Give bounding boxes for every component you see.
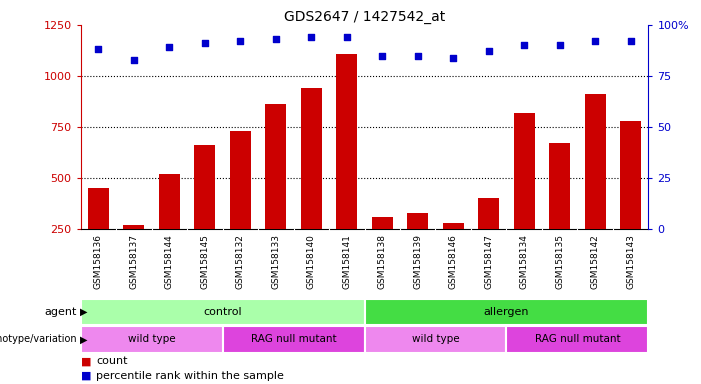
Text: control: control — [203, 307, 242, 317]
Bar — [81, 326, 223, 353]
Text: GSM158137: GSM158137 — [130, 234, 138, 290]
Bar — [123, 225, 144, 229]
Point — [93, 46, 104, 53]
Point — [412, 53, 423, 59]
Point — [625, 38, 637, 44]
Text: GSM158146: GSM158146 — [449, 234, 458, 289]
Text: GSM158136: GSM158136 — [94, 234, 103, 290]
Text: RAG null mutant: RAG null mutant — [251, 334, 336, 344]
Bar — [88, 188, 109, 229]
Text: GSM158145: GSM158145 — [200, 234, 210, 289]
Point — [235, 38, 246, 44]
Title: GDS2647 / 1427542_at: GDS2647 / 1427542_at — [284, 10, 445, 24]
Text: GSM158132: GSM158132 — [236, 234, 245, 289]
Text: wild type: wild type — [411, 334, 459, 344]
Bar — [336, 53, 358, 229]
Point — [128, 56, 139, 63]
Bar — [407, 213, 428, 229]
Bar — [442, 223, 464, 229]
Text: GSM158138: GSM158138 — [378, 234, 387, 290]
Bar — [265, 104, 287, 229]
Bar — [372, 217, 393, 229]
Bar — [194, 145, 215, 229]
Point — [519, 42, 530, 48]
Text: GSM158147: GSM158147 — [484, 234, 494, 289]
Bar — [230, 131, 251, 229]
Bar — [506, 326, 648, 353]
Bar — [514, 113, 535, 229]
Text: ▶: ▶ — [80, 307, 88, 317]
Text: GSM158143: GSM158143 — [626, 234, 635, 289]
Text: GSM158142: GSM158142 — [591, 234, 599, 289]
Point — [448, 55, 459, 61]
Bar — [158, 174, 180, 229]
Text: GSM158134: GSM158134 — [519, 234, 529, 289]
Text: GSM158133: GSM158133 — [271, 234, 280, 290]
Bar — [620, 121, 641, 229]
Point — [483, 48, 494, 55]
Text: wild type: wild type — [128, 334, 175, 344]
Bar — [365, 326, 507, 353]
Text: GSM158141: GSM158141 — [342, 234, 351, 289]
Bar — [301, 88, 322, 229]
Text: RAG null mutant: RAG null mutant — [535, 334, 620, 344]
Bar — [549, 143, 571, 229]
Bar — [585, 94, 606, 229]
Text: percentile rank within the sample: percentile rank within the sample — [96, 371, 284, 381]
Text: agent: agent — [45, 307, 77, 317]
Point — [199, 40, 210, 46]
Point — [270, 36, 281, 42]
Point — [376, 53, 388, 59]
Point — [341, 34, 353, 40]
Text: allergen: allergen — [484, 307, 529, 317]
Bar — [223, 326, 365, 353]
Text: GSM158144: GSM158144 — [165, 234, 174, 289]
Text: GSM158139: GSM158139 — [414, 234, 422, 290]
Bar — [365, 298, 648, 325]
Text: GSM158140: GSM158140 — [307, 234, 315, 289]
Text: ▶: ▶ — [80, 334, 88, 344]
Text: count: count — [96, 356, 128, 366]
Text: ■: ■ — [81, 356, 91, 366]
Point — [590, 38, 601, 44]
Point — [164, 44, 175, 50]
Bar — [81, 298, 365, 325]
Point — [554, 42, 565, 48]
Bar — [478, 198, 499, 229]
Text: ■: ■ — [81, 371, 91, 381]
Text: GSM158135: GSM158135 — [555, 234, 564, 290]
Point — [306, 34, 317, 40]
Text: genotype/variation: genotype/variation — [0, 334, 77, 344]
